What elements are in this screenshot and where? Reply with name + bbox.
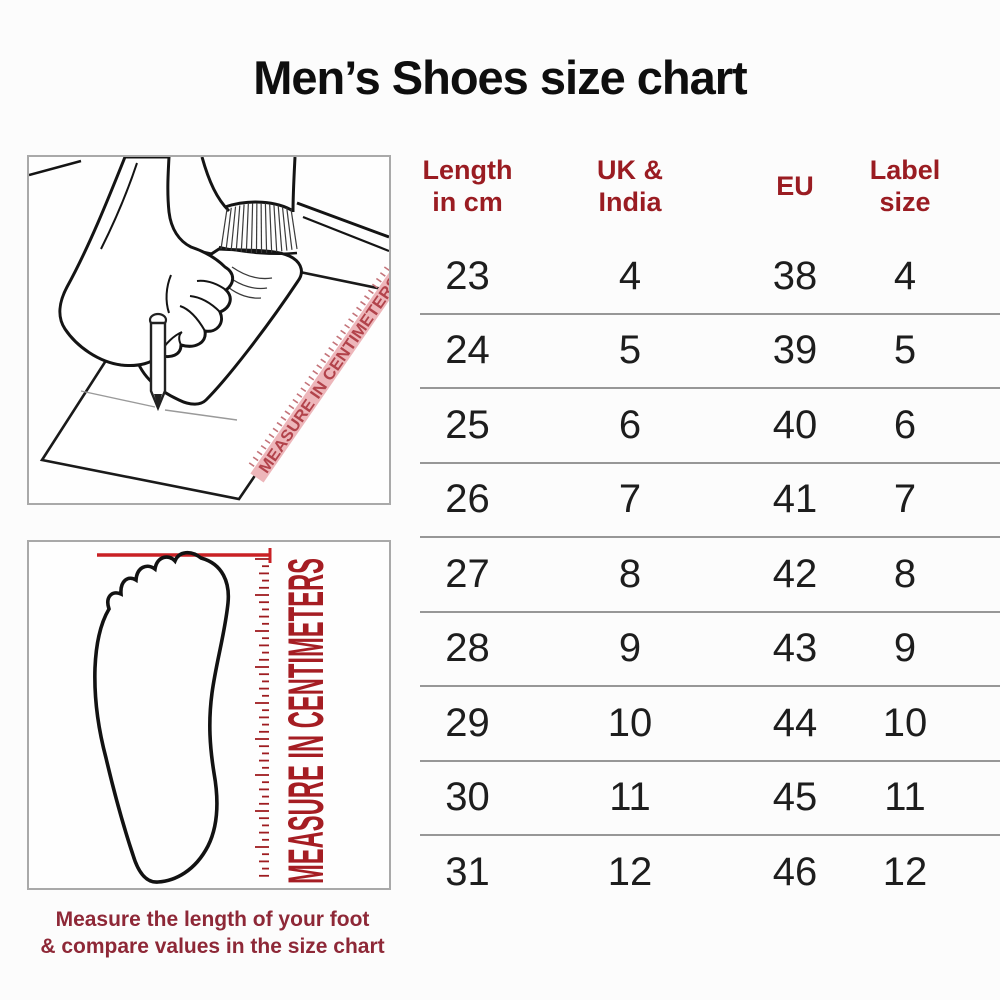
table-cell: 30	[445, 775, 490, 820]
size-table: 23 4 38 4 24 5 39 5 25 6 40 6 26 7 41 7 27 8 42 8 28 9 43 9 29 10…	[420, 240, 1000, 909]
table-cell: 6	[893, 402, 917, 447]
leg-line-right	[291, 157, 297, 213]
table-cell: 9	[893, 626, 917, 671]
table-row: 23 4 38 4	[420, 240, 1000, 313]
floor-line-right-2	[302, 215, 389, 253]
vertical-ruler-label: MEASURE IN CENTIMETERS	[278, 558, 334, 884]
vertical-ruler-ticks	[255, 558, 269, 877]
table-cell: 7	[618, 477, 642, 522]
foot-outline-illustration: MEASURE IN CENTIMETERS	[27, 540, 391, 890]
table-header-cell: UK & India	[597, 155, 663, 217]
table-cell: 4	[618, 253, 642, 298]
table-cell: 45	[772, 775, 818, 820]
table-cell: 10	[607, 700, 653, 745]
table-row: 28 9 43 9	[420, 610, 1000, 686]
table-cell: 11	[884, 775, 926, 820]
measuring-foot-drawing: MEASURE IN CENTIMETERS	[29, 157, 389, 501]
ruler-strip-band	[250, 266, 389, 483]
table-cell: 5	[893, 328, 917, 373]
pencil-tip	[154, 394, 162, 407]
table-row: 26 7 41 7	[420, 461, 1000, 537]
leg-line-left	[200, 157, 231, 213]
finger-lines	[158, 274, 227, 356]
table-cell: 39	[772, 328, 818, 373]
table-row: 27 8 42 8	[420, 536, 1000, 611]
pencil-body	[149, 321, 167, 412]
table-row: 24 5 39 5	[420, 312, 1000, 388]
traced-line	[80, 390, 238, 421]
caption-line2: & compare values in the size chart	[40, 935, 385, 958]
sock-ribbing-hatch	[220, 203, 298, 253]
table-cell: 9	[618, 626, 642, 671]
table-cell: 10	[882, 700, 928, 745]
table-cell: 46	[772, 849, 818, 894]
table-cell: 11	[609, 775, 651, 820]
foot-outline-drawing: MEASURE IN CENTIMETERS	[93, 548, 334, 884]
table-cell: 23	[445, 253, 490, 298]
caption: Measure the length of your foot & compar…	[5, 906, 420, 960]
ruler-strip-ticks	[248, 266, 389, 467]
table-cell: 7	[893, 477, 917, 522]
table-cell: 42	[772, 551, 818, 596]
table-cell: 8	[618, 551, 642, 596]
table-row: 31 12 46 12	[420, 834, 1000, 909]
table-cell: 12	[882, 849, 928, 894]
table-header-cell: Length in cm	[422, 155, 513, 217]
measuring-foot-illustration: MEASURE IN CENTIMETERS	[27, 155, 391, 505]
table-row: 25 6 40 6	[420, 387, 1000, 462]
table-cell: 26	[445, 477, 490, 522]
table-cell: 27	[445, 551, 490, 596]
page-title: Men’s Shoes size chart	[253, 51, 747, 104]
table-cell: 44	[772, 700, 818, 745]
table-header-cell: Label size	[869, 155, 941, 217]
arm-inner-line	[100, 162, 138, 250]
table-cell: 38	[772, 253, 818, 298]
hand-and-arm	[58, 157, 235, 367]
table-header-cell: EU	[776, 171, 814, 201]
floor-line-right-1	[296, 201, 389, 239]
table-cell: 31	[445, 849, 490, 894]
table-cell: 40	[772, 402, 818, 447]
table-cell: 24	[445, 328, 490, 373]
table-cell: 8	[893, 551, 917, 596]
table-row: 29 10 44 10	[420, 685, 1000, 760]
table-cell: 12	[607, 849, 653, 894]
table-cell: 43	[772, 626, 818, 671]
table-cell: 29	[445, 700, 490, 745]
sock-cuff-top	[224, 200, 294, 213]
table-cell: 4	[893, 253, 917, 298]
table-cell: 6	[618, 402, 642, 447]
table-row: 30 11 45 11	[420, 759, 1000, 835]
table-header-row: Length in cm UK & India EU Label size	[420, 142, 1000, 230]
table-cell: 5	[618, 328, 642, 373]
table-cell: 25	[445, 402, 490, 447]
caption-line1: Measure the length of your foot	[55, 908, 370, 931]
floor-line-left	[29, 159, 82, 177]
table-cell: 28	[445, 626, 490, 671]
table-cell: 41	[772, 477, 818, 522]
foot-outline	[93, 550, 231, 884]
